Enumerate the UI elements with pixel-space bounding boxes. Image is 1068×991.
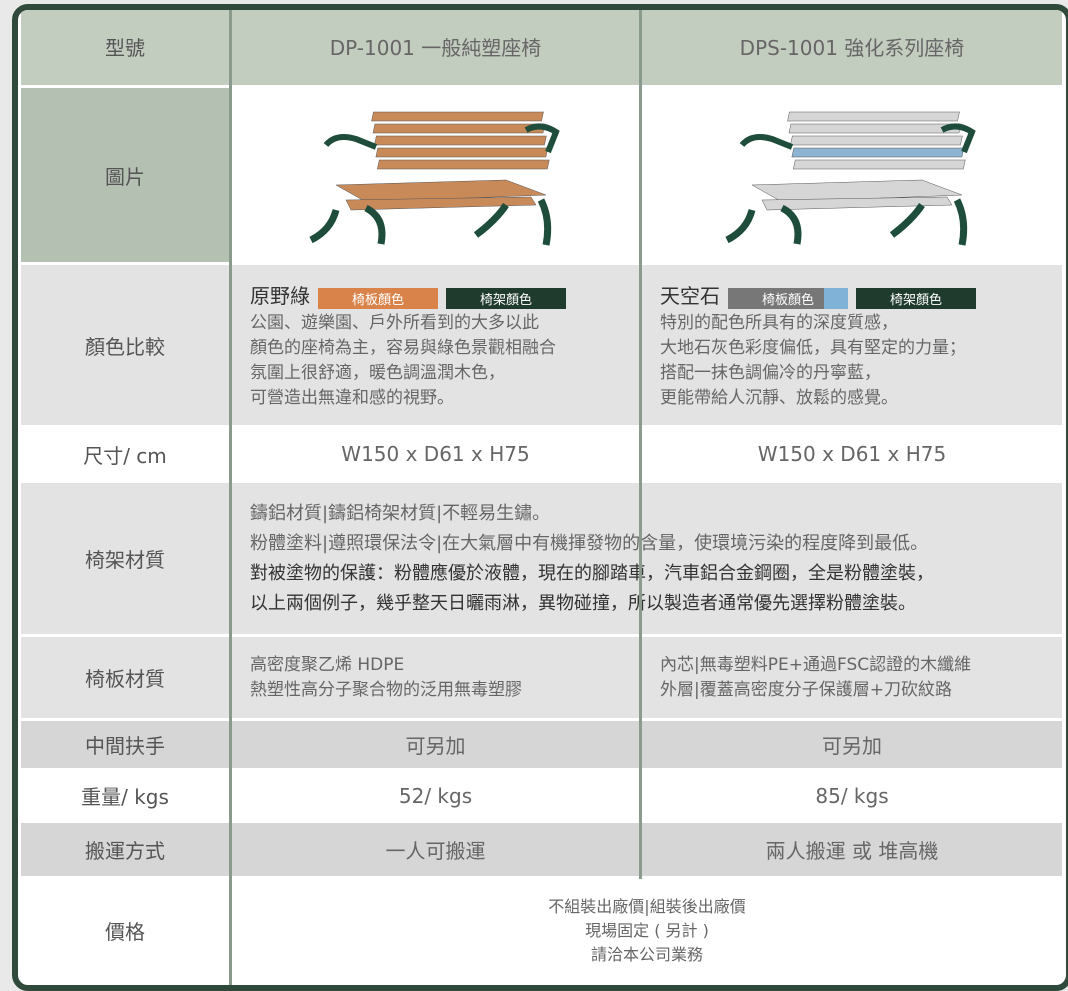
row-label: 搬運方式: [85, 839, 165, 863]
table-cell: 兩人搬運 或 堆高機: [642, 823, 1062, 876]
row-label: 椅架材質: [85, 548, 165, 572]
board-swatch: 椅板顏色: [728, 287, 848, 309]
description-line: 公園、遊樂園、戶外所看到的大多以此: [250, 312, 539, 333]
separator: [229, 10, 232, 985]
table-cell: DP-1001 一般純塑座椅: [232, 10, 639, 85]
row-label: 圖片: [105, 164, 145, 189]
table-cell: 顏色比較: [21, 265, 229, 425]
cell-text: 可另加: [822, 734, 882, 758]
cell-text: 可另加: [405, 734, 466, 758]
table-cell: 可另加: [642, 721, 1062, 768]
bench-image: [725, 111, 976, 246]
board-swatch: 椅板顏色: [318, 287, 438, 309]
table-cell: 椅板材質: [21, 637, 229, 718]
table-cell: 52/ kgs: [232, 771, 639, 820]
price-line: 現場固定 ( 另計 ): [585, 920, 709, 940]
table-cell: 高密度聚乙烯 HDPE 熱塑性高分子聚合物的泛用無毒塑膠: [232, 637, 639, 718]
description-line: 特別的配色所具有的深度質感，: [660, 312, 898, 333]
table-cell: 尺寸/ cm: [21, 428, 229, 480]
row-label: 尺寸/ cm: [83, 443, 167, 468]
description-line: 大地石灰色彩度偏低，具有堅定的力量；: [660, 337, 966, 358]
row-label: 顏色比較: [85, 334, 165, 359]
table-cell: DPS-1001 強化系列座椅: [642, 10, 1062, 85]
board-line: 內芯|無毒塑料PE+通過FSC認證的木纖維: [660, 654, 972, 675]
description-line: 搭配一抹色調偏冷的丹寧藍，: [660, 362, 881, 383]
frame-line: 粉體塗料|遵照環保法令|在大氣層中有機揮發物的含量，使環境污染的程度降到最低。: [250, 532, 929, 554]
cell-text: W150 x D61 x H75: [757, 442, 947, 466]
table-cell: 鑄鋁材質|鑄鋁椅架材質|不輕易生鏽。粉體塗料|遵照環保法令|在大氣層中有機揮發物…: [232, 483, 1062, 634]
cell-text: 52/ kgs: [398, 783, 473, 808]
separator: [639, 10, 642, 879]
table-cell: 價格: [21, 879, 229, 982]
table-cell: [232, 88, 639, 262]
table-cell: [642, 88, 1062, 262]
board-line: 外層|覆蓋高密度分子保護層+刀砍紋路: [660, 679, 952, 700]
table-cell: 內芯|無毒塑料PE+通過FSC認證的木纖維 外層|覆蓋高密度分子保護層+刀砍紋路: [642, 637, 1062, 718]
cell-text: 一人可搬運: [385, 839, 486, 863]
table-cell: 天空石 椅板顏色 椅架顏色特別的配色所具有的深度質感， 大地石灰色彩度偏低，具有堅定的…: [642, 265, 1062, 425]
table-cell: 椅架材質: [21, 483, 229, 634]
table-cell: 一人可搬運: [232, 823, 639, 876]
table: 型號 DP-1001 一般純塑座椅 DPS-1001 強化系列座椅圖片 顏色比較 原野…: [12, 4, 1068, 991]
cell-text: DP-1001 一般純塑座椅: [329, 36, 542, 60]
row-label: 中間扶手: [85, 734, 165, 758]
description-line: 更能帶給人沉靜、放鬆的感覺。: [660, 387, 898, 408]
table-cell: 搬運方式: [21, 823, 229, 876]
frame-line: 鑄鋁材質|鑄鋁椅架材質|不輕易生鏽。: [250, 502, 551, 524]
table-cell: 型號: [21, 10, 229, 85]
board-line: 高密度聚乙烯 HDPE: [250, 654, 405, 675]
cell-text: DPS-1001 強化系列座椅: [739, 36, 965, 60]
description-line: 氛圍上很舒適，暖色調溫潤木色，: [250, 362, 505, 383]
frame-swatch: 椅架顏色: [446, 287, 566, 309]
frame-line: 對被塗物的保護：粉體應優於液體，現在的腳踏車，汽車鋁合金鋼圈，全是粉體塗裝，: [250, 562, 934, 584]
bench-image: [308, 111, 560, 246]
row-label: 重量/ kgs: [81, 785, 169, 809]
table-cell: 中間扶手: [21, 721, 229, 768]
table-cell: 不組裝出廠價|組裝後出廠價 現場固定 ( 另計 ) 請洽本公司業務: [232, 879, 1062, 982]
color-name: 天空石: [660, 283, 720, 308]
row-label: 價格: [105, 920, 145, 944]
table-cell: 85/ kgs: [642, 771, 1062, 820]
table-cell: 重量/ kgs: [21, 771, 229, 820]
cell-text: 85/ kgs: [815, 783, 889, 808]
row-label: 型號: [105, 36, 145, 60]
price-line: 請洽本公司業務: [590, 944, 703, 964]
frame-line: 以上兩個例子，幾乎整天日曬雨淋，異物碰撞，所以製造者通常優先選擇粉體塗裝。: [250, 592, 916, 614]
table-cell: 原野綠 椅板顏色 椅架顏色公園、遊樂園、戶外所看到的大多以此 顏色的座椅為主，容易與綠…: [232, 265, 639, 425]
frame-swatch: 椅架顏色: [856, 287, 976, 309]
board-line: 熱塑性高分子聚合物的泛用無毒塑膠: [250, 679, 522, 700]
price-line: 不組裝出廠價|組裝後出廠價: [548, 896, 746, 916]
color-heading: 天空石 椅板顏色 椅架顏色: [660, 280, 976, 309]
row-label: 椅板材質: [85, 667, 165, 691]
cell-text: 兩人搬運 或 堆高機: [765, 839, 939, 863]
table-cell: W150 x D61 x H75: [232, 428, 639, 480]
color-heading: 原野綠 椅板顏色 椅架顏色: [250, 280, 566, 309]
description-line: 可營造出無違和感的視野。: [250, 387, 454, 408]
table-cell: W150 x D61 x H75: [642, 428, 1062, 480]
description-line: 顏色的座椅為主，容易與綠色景觀相融合: [250, 337, 556, 358]
table-cell: 圖片: [21, 88, 229, 262]
cell-text: W150 x D61 x H75: [341, 442, 530, 466]
table-cell: 可另加: [232, 721, 639, 768]
color-name: 原野綠: [250, 283, 310, 308]
